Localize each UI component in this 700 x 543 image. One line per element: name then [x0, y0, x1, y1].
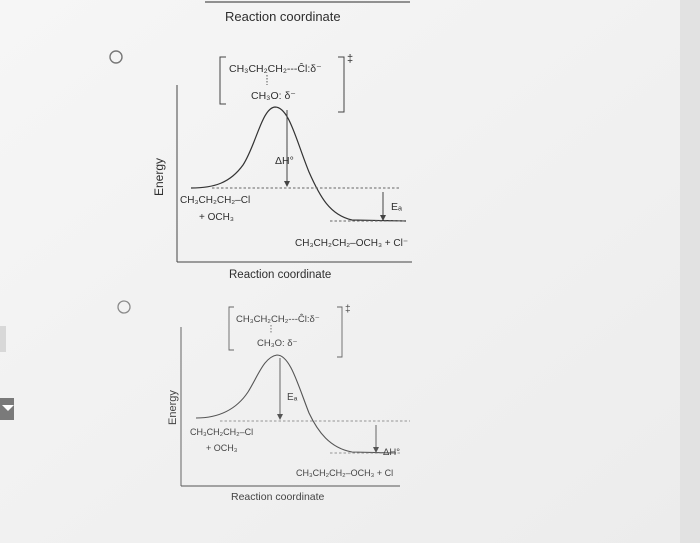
top-reaction-coordinate-label: Reaction coordinate	[225, 9, 341, 24]
upper-label: Eₐ	[287, 392, 298, 403]
reactant-line-2: + OCH₃	[206, 443, 238, 453]
upper-arrow-head	[277, 414, 283, 420]
energy-profile-curve	[190, 106, 407, 222]
lower-arrow-head	[373, 447, 379, 453]
ts-right-bracket	[337, 306, 343, 358]
reactant-line-1: CH₃CH₂CH₂–Cl	[190, 427, 253, 437]
y-axis-label: Energy	[167, 390, 179, 425]
radio-button-option-2[interactable]	[117, 300, 131, 314]
ts-left-bracket	[219, 56, 226, 105]
reactant-line-1: CH₃CH₂CH₂–Cl	[180, 195, 250, 206]
ts-line-1: CH₃CH₂CH₂---Ĉl:δ⁻	[229, 62, 322, 75]
lower-label: ΔH°	[383, 447, 400, 458]
product-label: CH₃CH₂CH₂–OCH₃ + Cl	[296, 468, 393, 478]
x-axis-label: Reaction coordinate	[229, 269, 331, 281]
ts-line-1: CH₃CH₂CH₂---Ĉl:δ⁻	[236, 314, 320, 325]
page-shadow-edge	[680, 0, 700, 543]
ts-line-2: CH₃O: δ⁻	[251, 90, 296, 102]
answer-option-1[interactable]: ‡ CH₃CH₂CH₂---Ĉl:δ⁻ CH₃O: δ⁻ Energy Reac…	[109, 50, 412, 281]
energy-profile-curve	[195, 354, 397, 454]
reactant-line-2: + OCH₃	[199, 212, 234, 223]
x-axis-label: Reaction coordinate	[231, 491, 325, 503]
ts-left-bracket	[228, 306, 234, 351]
radio-button-option-1[interactable]	[109, 50, 123, 64]
ts-line-2: CH₃O: δ⁻	[257, 338, 298, 349]
answer-option-2[interactable]: ‡ CH₃CH₂CH₂---Ĉl:δ⁻ CH₃O: δ⁻ Energy Reac…	[117, 300, 410, 503]
ts-right-bracket	[338, 56, 345, 113]
prev-nav-tab[interactable]	[0, 326, 6, 352]
lower-arrow-head	[380, 215, 386, 221]
chevron-down-icon	[2, 405, 14, 411]
ts-dagger: ‡	[347, 53, 353, 65]
upper-label: ΔH°	[275, 155, 294, 167]
y-axis-label: Energy	[152, 158, 166, 196]
ts-dagger: ‡	[345, 304, 351, 315]
product-label: CH₃CH₂CH₂–OCH₃ + Cl⁻	[295, 238, 408, 249]
lower-label: Eₐ	[391, 201, 402, 213]
upper-arrow-head	[284, 181, 290, 187]
collapse-arrow-button[interactable]	[0, 398, 14, 420]
